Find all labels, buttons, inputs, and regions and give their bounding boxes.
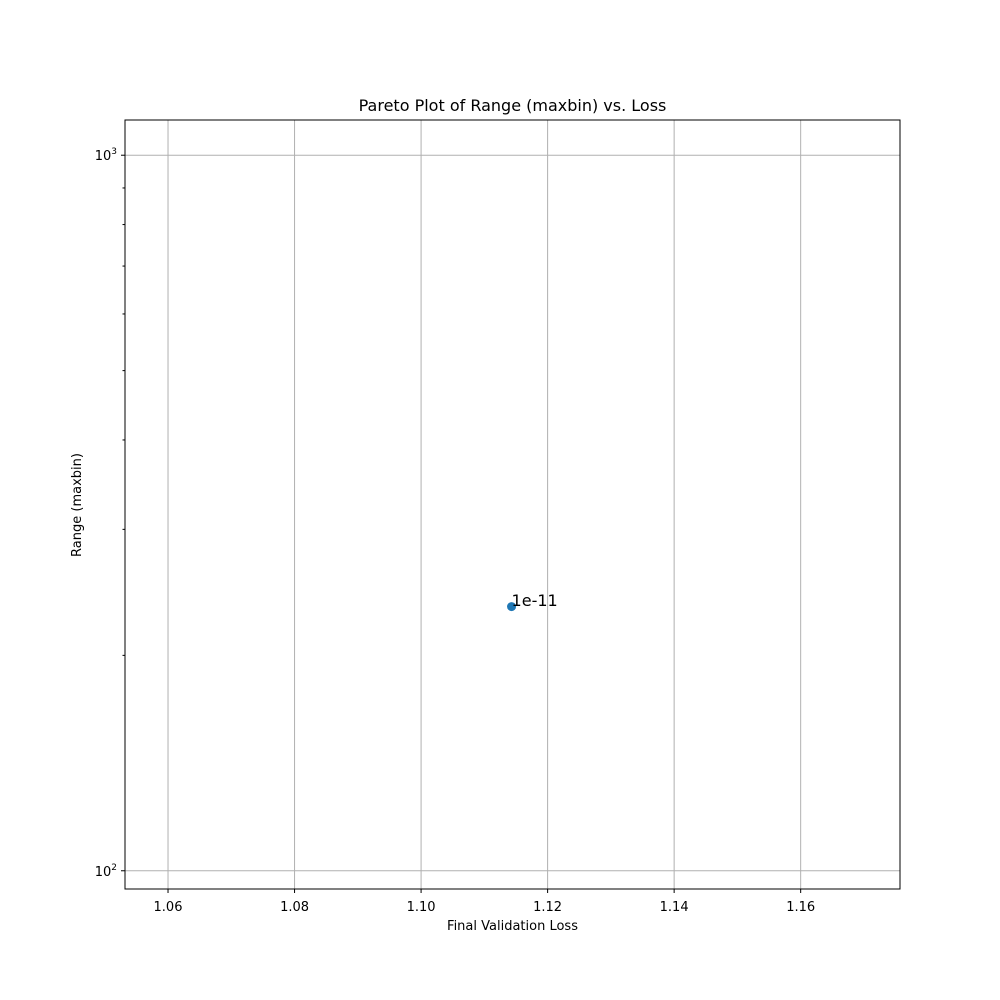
y-axis-label: Range (maxbin): [70, 453, 85, 557]
x-tick-label-3: 1.12: [533, 900, 562, 915]
grid-lines: [125, 120, 900, 889]
x-tick-label-5: 1.16: [786, 900, 815, 915]
x-tick-label-2: 1.10: [407, 900, 436, 915]
axis-ticks: 1.06 1.08 1.10 1.12 1.14 1.16 102 103: [95, 147, 815, 915]
data-points: 1e-11: [507, 591, 558, 612]
data-point-label-0-0: 1e-11: [512, 591, 558, 610]
x-tick-label-0: 1.06: [154, 900, 183, 915]
y-tick-label-1: 103: [95, 147, 117, 164]
x-tick-label-1: 1.08: [280, 900, 309, 915]
x-tick-label-4: 1.14: [660, 900, 689, 915]
x-axis-label: Final Validation Loss: [447, 919, 578, 934]
data-point-0-0: [507, 602, 517, 612]
y-tick-label-0: 102: [95, 863, 117, 880]
plot-frame: [124, 119, 901, 890]
chart-title: Pareto Plot of Range (maxbin) vs. Loss: [359, 96, 667, 115]
